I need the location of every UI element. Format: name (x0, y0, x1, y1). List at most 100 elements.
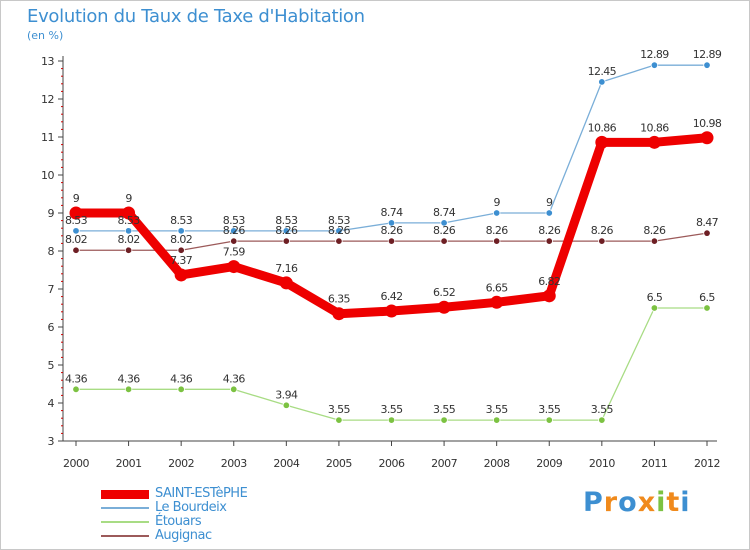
data-label: 8.26 (380, 224, 403, 237)
data-label: 12.89 (640, 48, 669, 61)
data-point (650, 304, 659, 312)
x-tick-label: 2006 (379, 457, 405, 470)
x-tick-label: 2008 (484, 457, 510, 470)
data-point (545, 237, 553, 245)
data-label: 8.53 (328, 214, 351, 227)
data-label: 8.53 (65, 214, 88, 227)
data-point (492, 416, 501, 424)
data-point (545, 416, 553, 424)
legend-item-augignac: Augignac (101, 529, 247, 543)
y-tick-label: 4 (48, 397, 55, 410)
data-label: 3.55 (538, 403, 561, 416)
data-label: 8.26 (538, 224, 561, 237)
data-label: 8.26 (275, 224, 298, 237)
y-tick-label: 11 (41, 131, 54, 144)
data-point (492, 209, 501, 217)
logo-letter: t (666, 487, 681, 518)
x-tick-label: 2010 (589, 457, 615, 470)
data-label: 8.26 (591, 224, 614, 237)
data-point (230, 385, 238, 394)
data-label: 8.26 (223, 224, 246, 237)
legend-swatch-augignac (101, 535, 149, 537)
legend-item-le-bourdeix: Le Bourdeix (101, 501, 247, 515)
data-label: 8.74 (380, 206, 403, 219)
data-label: 8.74 (433, 206, 456, 219)
y-tick-label: 5 (48, 359, 55, 372)
data-point (332, 307, 346, 321)
y-tick-label: 7 (48, 283, 55, 296)
data-point (335, 237, 343, 245)
data-label: 10.86 (588, 121, 617, 134)
x-tick-label: 2007 (431, 457, 457, 470)
data-point (124, 246, 133, 254)
data-point (227, 260, 241, 274)
y-tick-label: 6 (48, 321, 55, 334)
data-point (387, 416, 396, 424)
data-point (440, 219, 448, 227)
x-tick-label: 2012 (694, 457, 720, 470)
legend-swatch-le-bourdeix (101, 507, 149, 509)
legend: SAINT-ESTèPHE Le Bourdeix Étouars Augign… (101, 487, 248, 543)
logo-letter: P (583, 487, 604, 518)
x-tick-label: 2000 (63, 457, 89, 470)
data-point (335, 416, 343, 424)
logo-letter: i (680, 487, 691, 518)
data-point (492, 237, 501, 245)
data-label: 6.5 (647, 291, 663, 304)
logo-letter: i (656, 487, 667, 518)
legend-item-saint-estephe: SAINT-ESTèPHE (101, 487, 248, 501)
data-point (72, 246, 80, 254)
data-label: 3.94 (275, 388, 298, 401)
data-point (542, 289, 556, 303)
legend-item-etouars: Étouars (101, 515, 247, 529)
x-tick-label: 2009 (536, 457, 562, 470)
y-tick-label: 12 (41, 93, 54, 106)
data-label: 8.02 (118, 233, 140, 246)
logo-letter: o (618, 487, 638, 518)
legend-swatch-saint-estephe (101, 489, 149, 499)
y-tick-label: 13 (41, 55, 54, 68)
logo-letter: x (637, 487, 657, 518)
x-tick-label: 2003 (221, 457, 247, 470)
data-label: 3.55 (328, 403, 351, 416)
data-point (598, 78, 606, 86)
data-label: 9 (546, 196, 553, 209)
data-label: 4.36 (170, 372, 193, 385)
data-label: 3.55 (591, 403, 614, 416)
data-point (282, 401, 291, 409)
data-label: 6.52 (433, 286, 455, 299)
data-label: 7.59 (223, 246, 246, 259)
data-point (72, 227, 80, 235)
data-label: 10.86 (640, 121, 669, 134)
data-label: 8.53 (275, 214, 298, 227)
data-point (387, 219, 396, 227)
data-label: 9 (493, 196, 500, 209)
data-point (650, 61, 659, 69)
data-point (440, 237, 448, 245)
data-label: 8.02 (65, 233, 87, 246)
x-tick-label: 2004 (273, 457, 299, 470)
data-point (598, 416, 606, 424)
data-label: 8.26 (486, 224, 509, 237)
data-label: 6.42 (380, 290, 402, 303)
data-label: 9 (73, 192, 80, 205)
unit-label: (en %) (27, 29, 64, 42)
data-label: 8.26 (643, 224, 666, 237)
data-label: 12.89 (693, 48, 722, 61)
data-label: 4.36 (118, 372, 141, 385)
data-label: 3.55 (380, 403, 403, 416)
data-point (230, 237, 238, 245)
data-point (72, 385, 80, 394)
data-point (177, 385, 185, 394)
data-point (124, 385, 133, 394)
data-point (545, 209, 553, 217)
data-point (440, 416, 448, 424)
data-point (385, 304, 398, 318)
data-label: 7.16 (275, 262, 298, 275)
data-point (490, 295, 504, 309)
data-label: 6.5 (699, 291, 715, 304)
legend-label-etouars: Étouars (155, 514, 202, 529)
data-point (595, 135, 609, 149)
data-label: 9 (125, 192, 132, 205)
